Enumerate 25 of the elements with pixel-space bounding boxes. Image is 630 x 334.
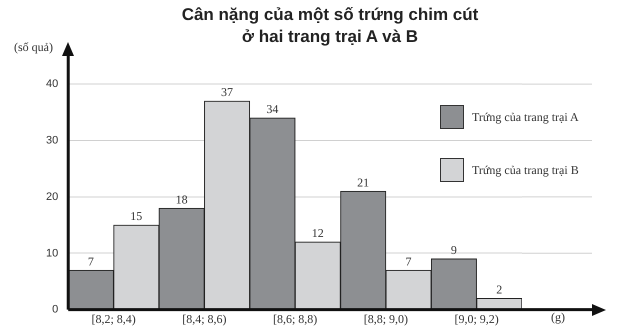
x-tick-label: [8,4; 8,6) [182,312,227,326]
x-tick-label: [8,8; 9,0) [364,312,408,326]
data-label: 21 [357,175,370,190]
data-label: 34 [266,102,278,116]
data-label: 18 [176,192,188,206]
data-label: 9 [450,243,457,258]
x-axis-title: (g) [551,310,565,325]
x-tick-label: [8,6; 8,8) [272,312,318,326]
legend-label: Trứng của trang trại A [472,110,579,124]
chart-title: Cân nặng của một số trứng chim cút ở hai trang trại A và B [180,4,480,48]
y-tick-label: 30 [46,134,58,147]
y-tick-label: 10 [46,247,58,260]
y-tick-label: 20 [46,190,58,203]
legend-label: Trứng của trang trại B [472,162,579,178]
y-tick-label: 40 [46,78,58,90]
y-tick-label: 0 [52,304,58,316]
data-label: 37 [221,85,234,100]
x-tick-label: [9,0; 9,2) [454,312,499,326]
x-tick-label: [8,2; 8,4) [91,312,136,326]
data-label: 2 [496,282,502,296]
data-label: 12 [312,226,324,240]
data-label: 7 [406,254,412,268]
y-axis-title: (số quả) [14,40,53,55]
data-label: 7 [88,254,94,268]
data-label: 15 [130,209,142,224]
